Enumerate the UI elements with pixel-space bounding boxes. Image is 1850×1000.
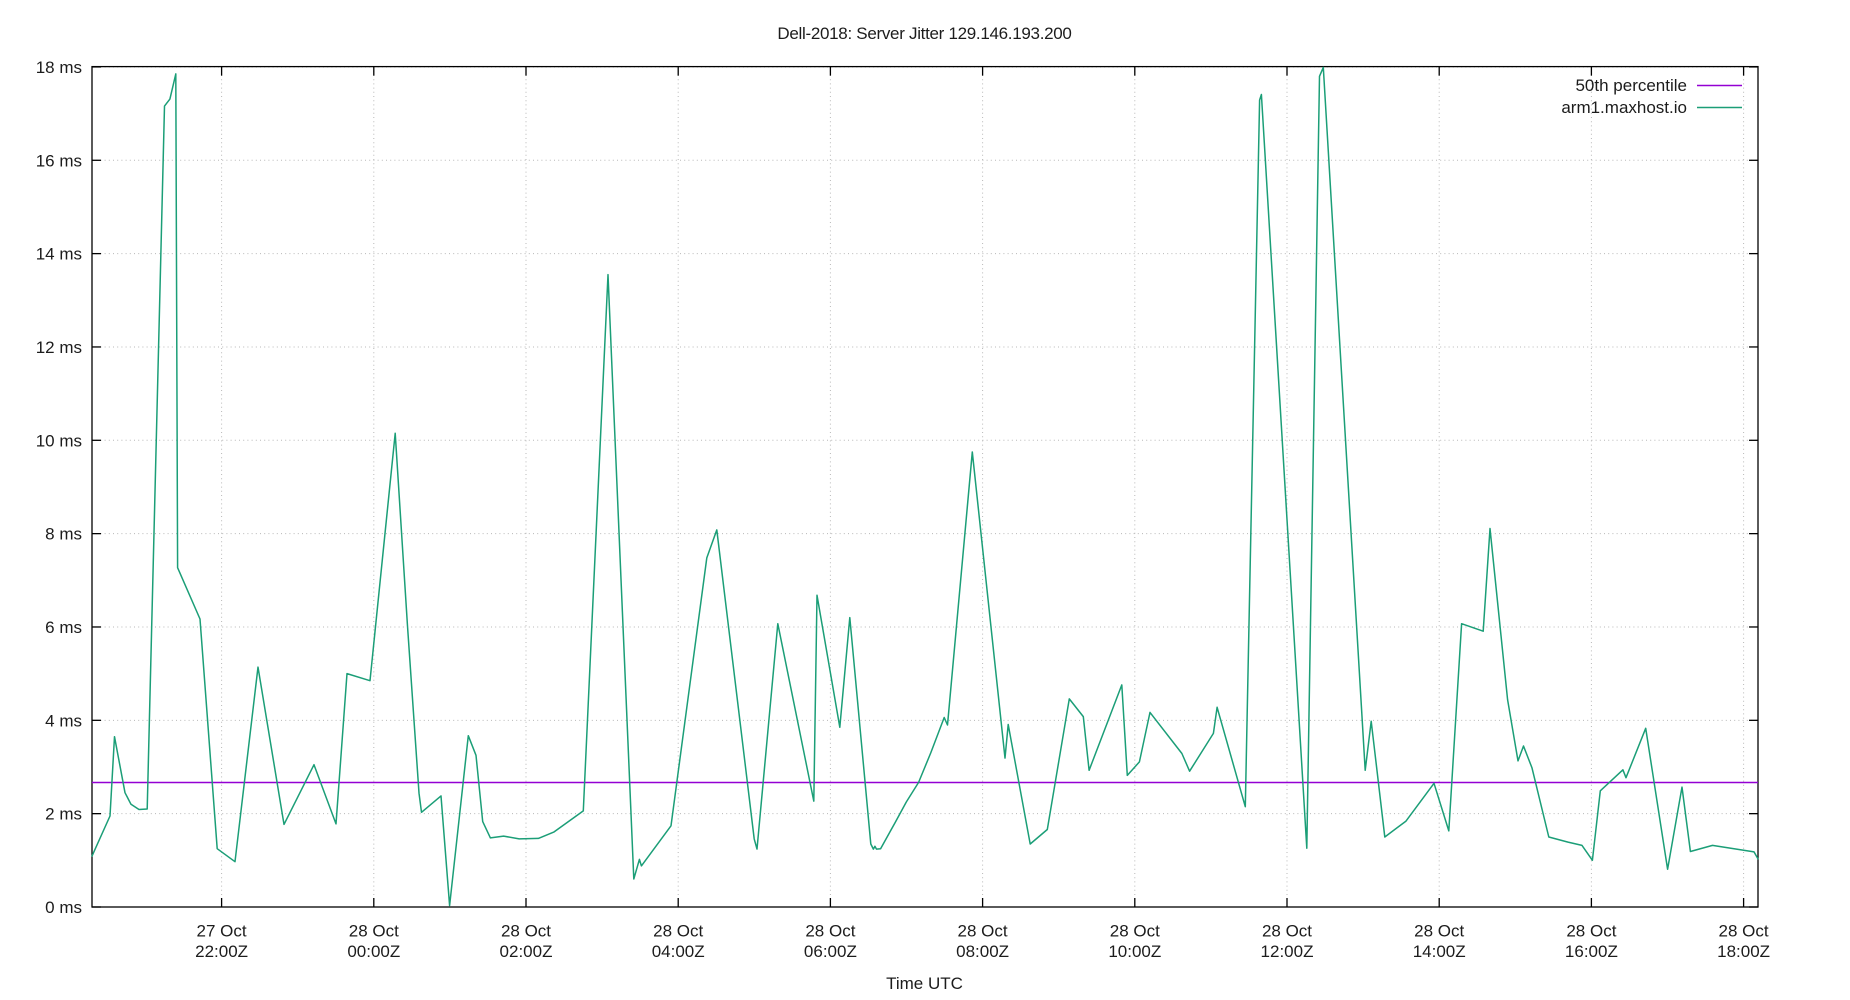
svg-text:28 Oct: 28 Oct (1719, 922, 1769, 941)
svg-text:02:00Z: 02:00Z (500, 942, 553, 961)
svg-text:00:00Z: 00:00Z (347, 942, 400, 961)
svg-text:06:00Z: 06:00Z (804, 942, 857, 961)
svg-text:18 ms: 18 ms (36, 58, 82, 77)
svg-text:2 ms: 2 ms (45, 805, 82, 824)
svg-text:18:00Z: 18:00Z (1717, 942, 1770, 961)
svg-text:28 Oct: 28 Oct (501, 922, 551, 941)
svg-text:4 ms: 4 ms (45, 711, 82, 730)
svg-text:6 ms: 6 ms (45, 618, 82, 637)
svg-text:27 Oct: 27 Oct (197, 922, 247, 941)
svg-text:0 ms: 0 ms (45, 898, 82, 917)
svg-text:10:00Z: 10:00Z (1108, 942, 1161, 961)
svg-text:04:00Z: 04:00Z (652, 942, 705, 961)
svg-text:12:00Z: 12:00Z (1261, 942, 1314, 961)
svg-text:28 Oct: 28 Oct (1414, 922, 1464, 941)
svg-text:28 Oct: 28 Oct (958, 922, 1008, 941)
svg-text:28 Oct: 28 Oct (653, 922, 703, 941)
svg-text:28 Oct: 28 Oct (1110, 922, 1160, 941)
svg-text:22:00Z: 22:00Z (195, 942, 248, 961)
svg-text:28 Oct: 28 Oct (805, 922, 855, 941)
svg-text:08:00Z: 08:00Z (956, 942, 1009, 961)
svg-text:16:00Z: 16:00Z (1565, 942, 1618, 961)
svg-text:Time UTC: Time UTC (886, 974, 963, 993)
svg-text:28 Oct: 28 Oct (349, 922, 399, 941)
svg-text:16 ms: 16 ms (36, 151, 82, 170)
svg-text:28 Oct: 28 Oct (1566, 922, 1616, 941)
svg-text:8 ms: 8 ms (45, 525, 82, 544)
svg-text:14 ms: 14 ms (36, 245, 82, 264)
svg-text:14:00Z: 14:00Z (1413, 942, 1466, 961)
svg-text:Dell-2018: Server Jitter 129.1: Dell-2018: Server Jitter 129.146.193.200 (777, 24, 1071, 43)
svg-text:arm1.maxhost.io: arm1.maxhost.io (1561, 98, 1687, 117)
svg-text:28 Oct: 28 Oct (1262, 922, 1312, 941)
svg-text:12 ms: 12 ms (36, 338, 82, 357)
svg-text:50th percentile: 50th percentile (1575, 76, 1687, 95)
svg-text:10 ms: 10 ms (36, 431, 82, 450)
